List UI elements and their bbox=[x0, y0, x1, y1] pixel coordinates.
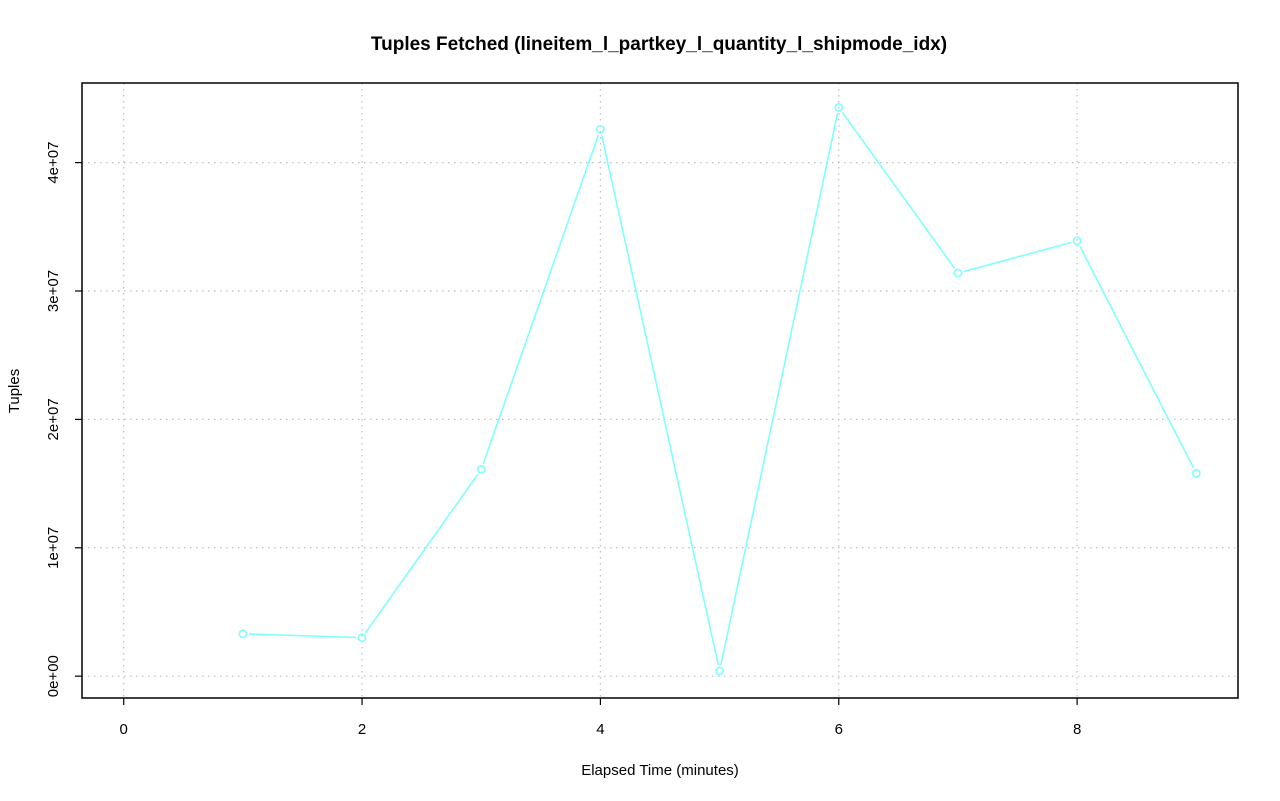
x-axis-label: Elapsed Time (minutes) bbox=[581, 762, 739, 779]
x-tick-label: 4 bbox=[596, 721, 604, 738]
data-point bbox=[834, 102, 844, 112]
data-point bbox=[1072, 236, 1082, 246]
chart-title: Tuples Fetched (lineitem_l_partkey_l_qua… bbox=[371, 34, 947, 55]
x-tick-label: 0 bbox=[120, 721, 128, 738]
y-tick-label: 2e+07 bbox=[45, 398, 62, 440]
x-tick-label: 8 bbox=[1073, 721, 1081, 738]
y-tick-label: 0e+00 bbox=[45, 655, 62, 697]
y-tick-label: 1e+07 bbox=[45, 527, 62, 569]
series-line-segment bbox=[841, 111, 956, 269]
data-point bbox=[476, 465, 486, 474]
data-point bbox=[715, 666, 724, 676]
axes: 0 2 4 6 8 0e+00 1e+07 2e+07 3e+07 4e+07 bbox=[45, 142, 1081, 738]
series-line-segment bbox=[963, 241, 1072, 273]
data-point bbox=[953, 268, 963, 278]
x-tick-label: 2 bbox=[358, 721, 366, 738]
series-line-segment bbox=[482, 134, 600, 465]
data-point bbox=[1191, 468, 1201, 478]
series-line-segment bbox=[1079, 245, 1195, 469]
x-tick-label: 6 bbox=[835, 721, 843, 738]
data-point bbox=[596, 124, 605, 134]
series-line-segment bbox=[364, 473, 479, 634]
series-layer bbox=[238, 102, 1201, 676]
series-line-segment bbox=[600, 134, 720, 666]
grid-lines bbox=[82, 83, 1238, 698]
data-point bbox=[357, 633, 367, 643]
series-line-segment bbox=[720, 113, 839, 666]
y-axis-label: Tuples bbox=[6, 369, 23, 413]
series-line-segment bbox=[248, 633, 357, 639]
y-tick-label: 3e+07 bbox=[45, 270, 62, 312]
plot-area-frame bbox=[81, 82, 1239, 699]
y-tick-label: 4e+07 bbox=[45, 142, 62, 184]
data-point bbox=[238, 629, 248, 639]
